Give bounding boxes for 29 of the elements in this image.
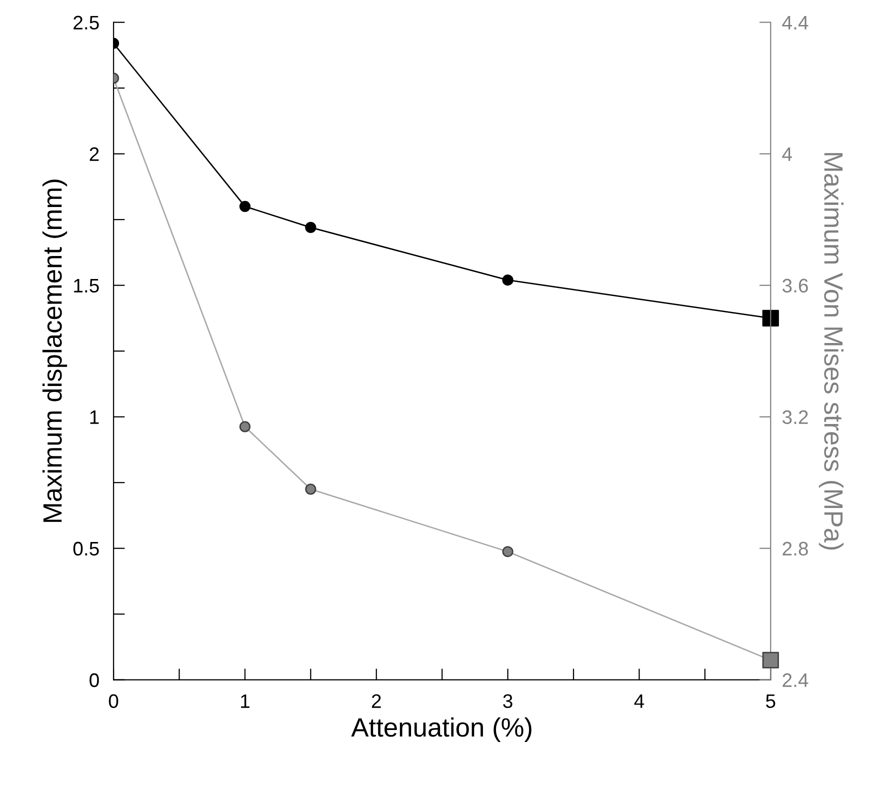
y-tick-label: 2 <box>90 147 99 161</box>
point <box>502 274 514 286</box>
x-axis-title: Attenuation (%) <box>351 717 532 742</box>
y-tick-label: 1.5 <box>74 278 99 293</box>
y2-tick-label: 3.6 <box>782 278 808 293</box>
point <box>239 421 251 432</box>
y-tick-label: 0.5 <box>73 542 99 556</box>
x-tick-label: 3 <box>503 694 512 708</box>
point <box>762 310 779 327</box>
y-tick-label: 2.5 <box>74 16 99 30</box>
point <box>305 484 316 495</box>
y2-tick-label: 4 <box>782 147 792 161</box>
point <box>239 200 251 212</box>
y-tick-label: 1 <box>90 410 99 424</box>
point <box>502 546 514 558</box>
y2-tick-label: 4.4 <box>782 16 808 30</box>
point <box>305 222 316 234</box>
x-tick-label: 0 <box>108 694 118 708</box>
x-tick-label: 2 <box>372 694 381 708</box>
x-tick-label: 1 <box>241 694 250 708</box>
y-tick-label: 0 <box>90 673 99 688</box>
y2-tick-label: 3.2 <box>782 410 808 424</box>
y-axis-title: Maximum displacement (mm) <box>42 180 68 522</box>
x-tick-label: 4 <box>634 694 644 708</box>
y2-tick-label: 2.4 <box>782 673 808 687</box>
point <box>762 652 779 668</box>
y2-axis-title: Maximum Von Mises stress (MPa) <box>818 153 844 550</box>
x-tick-label: 5 <box>766 694 776 708</box>
y2-tick-label: 2.8 <box>782 542 808 556</box>
